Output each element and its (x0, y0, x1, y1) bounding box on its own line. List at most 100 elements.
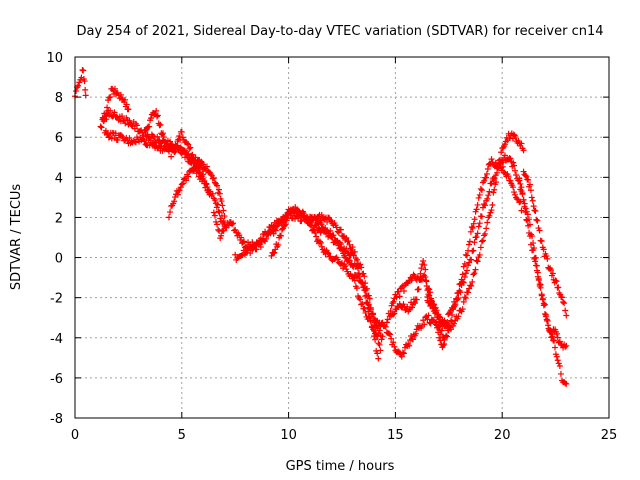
data-point (441, 341, 448, 348)
data-point (357, 296, 364, 303)
data-point (526, 233, 533, 240)
data-point (553, 278, 560, 285)
data-point (327, 216, 334, 223)
data-point (478, 213, 485, 220)
data-point (425, 285, 432, 292)
data-point (488, 180, 495, 187)
data-point (450, 306, 457, 313)
data-point (215, 208, 222, 215)
data-point (420, 257, 427, 264)
data-point (560, 298, 567, 305)
data-point (449, 312, 456, 319)
x-tick-label: 20 (494, 428, 511, 443)
data-point (273, 223, 280, 230)
data-point (218, 198, 225, 205)
data-point (112, 130, 119, 137)
data-point (520, 196, 527, 203)
data-point (563, 342, 570, 349)
data-point (82, 92, 89, 99)
data-point (400, 288, 407, 295)
data-point (481, 201, 488, 208)
data-point (445, 322, 452, 329)
data-point (486, 212, 493, 219)
data-point (365, 313, 372, 320)
data-point (214, 182, 221, 189)
data-point (395, 288, 402, 295)
data-point (482, 230, 489, 237)
data-point (507, 177, 514, 184)
data-point (73, 88, 80, 95)
data-point (497, 159, 504, 166)
data-point (362, 309, 369, 316)
x-tick-label: 0 (71, 428, 79, 443)
data-point (390, 298, 397, 305)
data-point (298, 218, 305, 225)
data-point (196, 164, 203, 171)
data-point (531, 207, 538, 214)
y-tick-label: -6 (50, 372, 63, 387)
data-point (522, 172, 529, 179)
data-point (524, 217, 531, 224)
data-point (142, 130, 149, 137)
data-point (393, 294, 400, 301)
data-point (359, 300, 366, 307)
data-point (447, 326, 454, 333)
data-point (278, 226, 285, 233)
data-point (214, 221, 221, 228)
data-point (186, 145, 193, 152)
data-point (383, 319, 390, 326)
data-point (527, 187, 534, 194)
data-point (468, 256, 475, 263)
data-point (213, 204, 220, 211)
data-point (275, 241, 282, 248)
data-point (463, 252, 470, 259)
data-point (518, 140, 525, 147)
data-point (475, 223, 482, 230)
data-point (343, 234, 350, 241)
data-point (349, 244, 356, 251)
data-point (470, 220, 477, 227)
series-sat-track-11 (383, 152, 557, 344)
data-point (427, 289, 434, 296)
data-point (534, 217, 541, 224)
data-point (555, 284, 562, 291)
data-point (363, 292, 370, 299)
data-point (470, 247, 477, 254)
data-point (121, 96, 128, 103)
y-tick-label: 2 (55, 211, 63, 226)
data-point (488, 207, 495, 214)
data-point (538, 238, 545, 245)
data-point (556, 338, 563, 345)
series-sat-track-9 (268, 204, 384, 354)
data-point (155, 144, 162, 151)
data-point (484, 219, 491, 226)
data-point (412, 330, 419, 337)
data-point (117, 91, 124, 98)
data-point (494, 169, 501, 176)
data-point (126, 117, 133, 124)
data-point (348, 247, 355, 254)
data-point (490, 189, 497, 196)
data-point (374, 333, 381, 340)
data-point (200, 171, 207, 178)
data-point (465, 262, 472, 269)
data-point (82, 86, 89, 93)
data-point (133, 122, 140, 129)
data-point (425, 312, 432, 319)
data-point (372, 336, 379, 343)
chart-title: Day 254 of 2021, Sidereal Day-to-day VTE… (76, 24, 603, 39)
data-point (481, 177, 488, 184)
data-point (215, 186, 222, 193)
data-point (436, 334, 443, 341)
data-point (530, 203, 537, 210)
data-point (532, 208, 539, 215)
data-point (562, 343, 569, 350)
series-sat-track-1 (72, 67, 89, 100)
data-point (75, 82, 82, 89)
data-point (438, 327, 445, 334)
data-point (510, 159, 517, 166)
data-point (209, 190, 216, 197)
data-point (469, 278, 476, 285)
